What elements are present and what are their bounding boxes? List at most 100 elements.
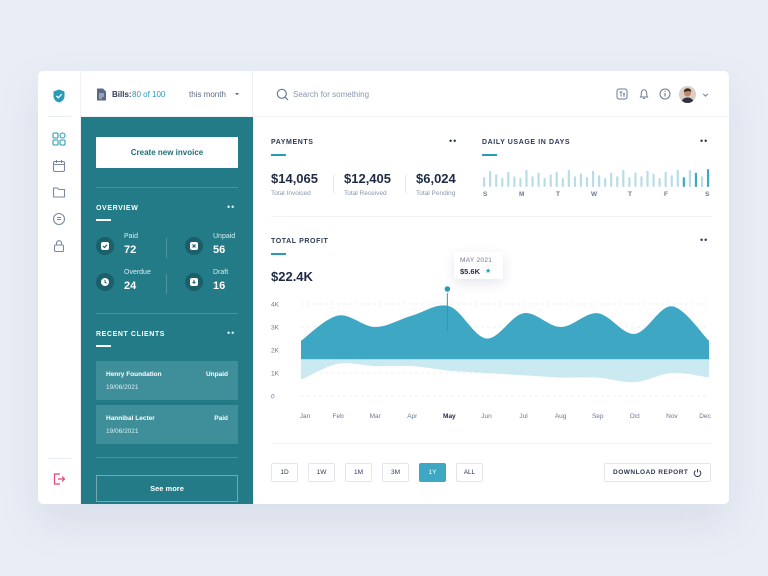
payments-title: PAYMENTS [271,139,314,146]
usage-bar [585,177,589,187]
daily-usage-bars [483,169,710,187]
logout-icon[interactable] [52,472,66,486]
recent-clients-title: RECENT CLIENTS [96,331,166,338]
x-tick-label: Feb [332,413,344,420]
shield-logo-icon[interactable] [52,89,66,103]
range-3m-button[interactable]: 3M [382,463,409,482]
title-underline [482,154,497,156]
client-name: Henry Foundation [106,371,162,378]
x-tick-label: Mar [370,413,382,420]
x-tick-label: Jun [481,413,492,420]
usage-bar [682,177,685,187]
primary-area-series [301,305,709,360]
payment-label: Total Received [344,190,387,197]
usage-bar [670,175,673,187]
usage-bar [622,169,625,187]
usage-bar [489,170,492,187]
chart-tooltip: MAY 2021 $5.6K ★ [454,252,503,279]
highlight-point[interactable] [443,284,452,294]
usage-bar [694,172,698,187]
avatar[interactable] [679,86,696,103]
usage-bar [658,178,661,187]
stat-label: Draft [213,269,229,276]
usage-bar [501,178,504,187]
invoice-sidebar: Create new invoice OVERVIEW •• Paid 72 U… [81,117,253,504]
client-status: Unpaid [205,371,228,378]
clients-more-icon[interactable]: •• [227,328,236,338]
x-tick-label: Dec [699,413,711,420]
usage-bar [640,176,643,187]
dashboard-window: Bills: 80 of 100 this month Create new i… [38,71,729,504]
range-1w-button[interactable]: 1W [308,463,335,482]
usage-bar [634,172,637,187]
overview-more-icon[interactable]: •• [227,202,236,212]
usage-bar [513,176,516,187]
usage-bar [591,170,595,187]
client-date: 19/06/2021 [106,428,139,435]
lock-icon[interactable] [52,239,66,253]
caret-down-icon[interactable] [234,91,240,97]
divider [271,443,711,444]
usage-more-icon[interactable]: •• [700,136,709,146]
usage-bar [507,171,510,187]
usage-bar [525,169,528,187]
usage-bar [664,171,667,187]
x-tick-label: Aug [555,413,567,420]
usage-bar [628,177,631,187]
range-1m-button[interactable]: 1M [345,463,372,482]
range-1y-button[interactable]: 1Y [419,463,446,482]
usage-day-label: S [483,191,488,198]
usage-bar [706,169,710,187]
chat-icon[interactable] [52,212,66,226]
divider [96,457,238,458]
info-icon[interactable] [659,88,671,100]
top-bar [253,71,729,117]
x-tick-label: Nov [666,413,678,420]
folder-icon[interactable] [52,185,66,199]
search-input[interactable] [293,88,473,101]
y-tick-label: 4K [271,302,280,309]
see-more-button[interactable]: See more [96,475,238,502]
y-tick-label: 2K [271,348,280,355]
bell-icon[interactable] [638,88,650,100]
stat-draft: Draft 16 [185,269,255,299]
profit-more-icon[interactable]: •• [700,235,709,245]
bills-summary: Bills: 80 of 100 this month [81,71,253,117]
payments-more-icon[interactable]: •• [449,136,458,146]
dashboard-icon[interactable] [52,132,66,146]
x-tick-label: May [443,413,456,420]
translate-icon[interactable] [616,88,628,100]
payment-label: Total Pending [416,190,456,197]
usage-day-label: F [664,191,668,198]
usage-bar [549,174,552,187]
range-1d-button[interactable]: 1D [271,463,298,482]
tooltip-period: MAY 2021 [460,257,493,264]
usage-bar [573,176,576,187]
create-invoice-button[interactable]: Create new invoice [96,137,238,168]
chevron-down-icon[interactable] [702,92,709,98]
client-card[interactable]: Hannibal Lecter Paid 19/06/2021 [96,405,238,444]
stat-value: 24 [124,280,137,292]
secondary-area-series [301,359,709,383]
period-selector[interactable]: this month [189,90,226,99]
x-tick-label: Jan [300,413,311,420]
usage-bar [519,178,522,187]
calendar-icon[interactable] [52,159,66,173]
download-report-button[interactable]: DOWNLOAD REPORT [604,463,711,482]
client-card[interactable]: Henry Foundation Unpaid 19/06/2021 [96,361,238,400]
bills-label: Bills: [112,90,132,99]
usage-bar [676,169,679,187]
usage-bar [537,172,540,187]
usage-bar [579,173,583,187]
usage-bar [646,170,649,187]
stat-label: Paid [124,233,139,240]
search-icon [276,88,289,101]
payment-divider [333,175,334,193]
client-name: Hannibal Lecter [106,415,155,422]
title-underline [271,253,286,255]
overview-title: OVERVIEW [96,205,139,212]
x-tick-label: Oct [630,413,640,420]
usage-bar [483,177,486,187]
usage-bar [495,174,498,187]
range-all-button[interactable]: ALL [456,463,483,482]
